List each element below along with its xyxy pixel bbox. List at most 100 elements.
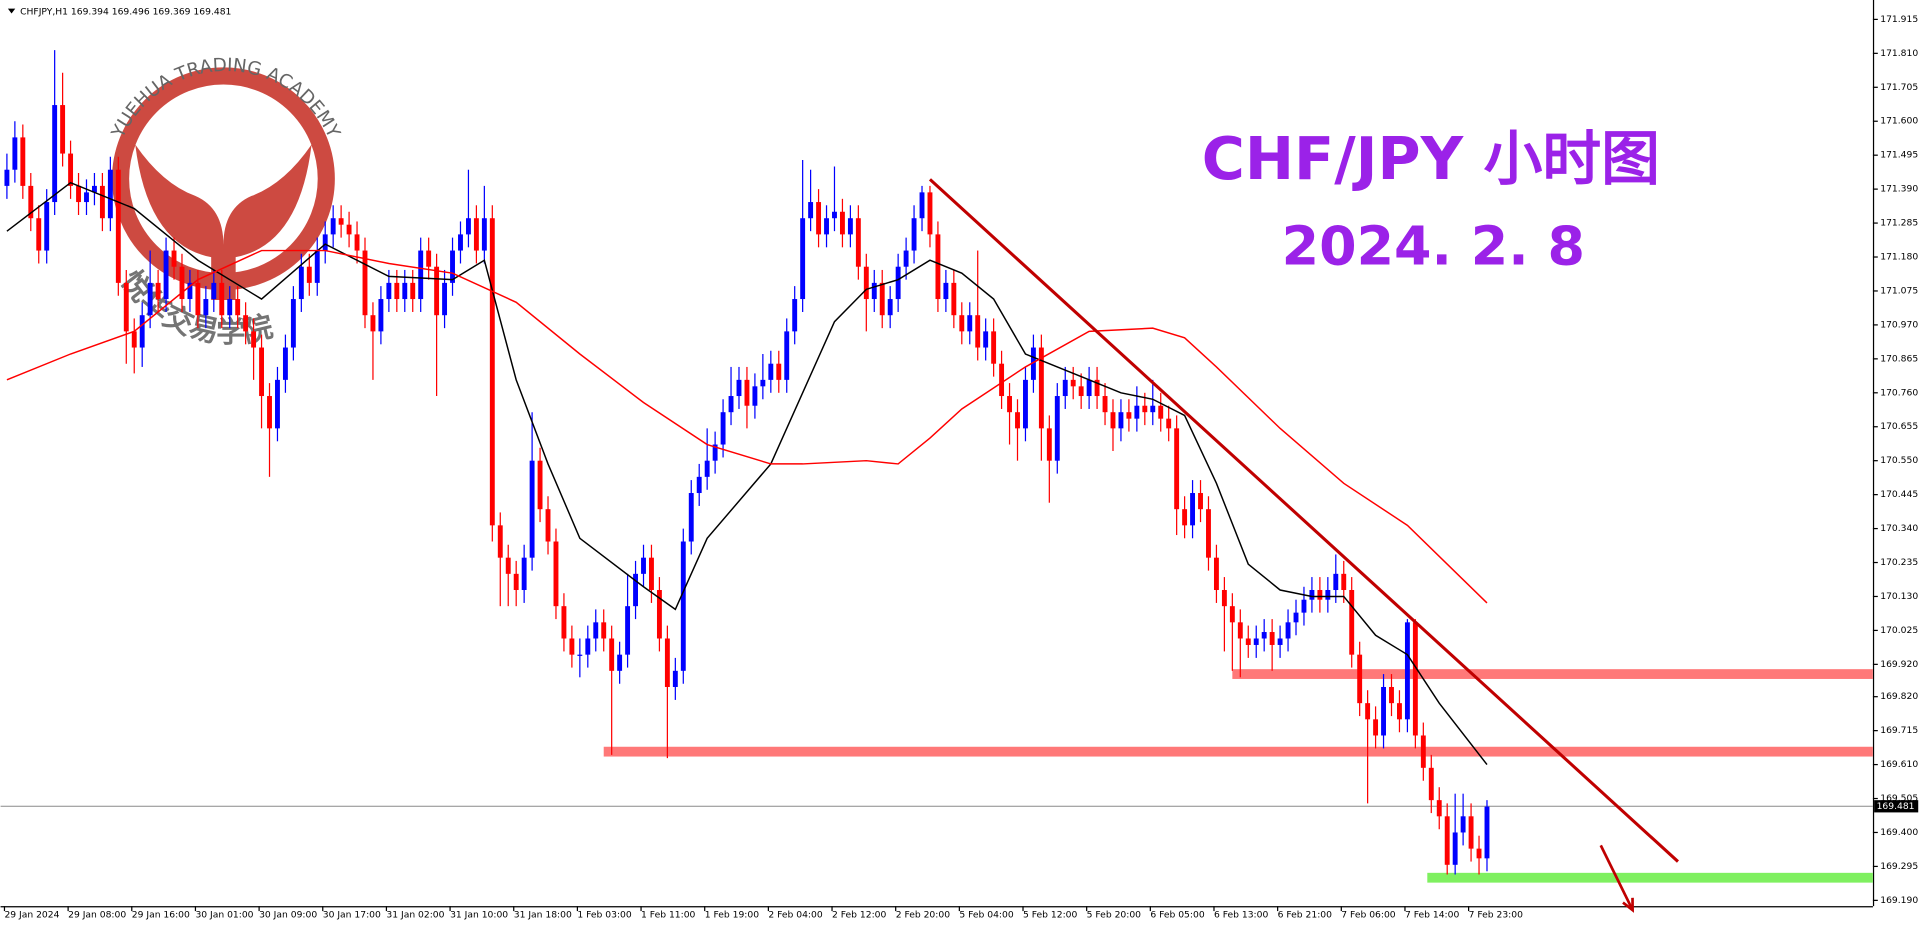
arrow-head	[1622, 897, 1634, 913]
y-tick-label: 170.340	[1880, 523, 1918, 534]
candle-body	[1301, 599, 1307, 613]
candle-body	[306, 266, 312, 283]
candle-body	[44, 202, 50, 251]
candle-body	[60, 105, 66, 154]
candle-body	[1118, 412, 1124, 429]
candle-body	[553, 541, 559, 607]
candle-body	[991, 331, 997, 364]
symbol-info: CHFJPY,H1 169.394 169.496 169.369 169.48…	[20, 7, 231, 18]
candle-body	[28, 185, 34, 219]
candle-body	[1420, 735, 1426, 768]
candle-body	[1213, 557, 1219, 591]
candle-body	[1253, 638, 1259, 645]
x-tick-label: 6 Feb 13:00	[1214, 909, 1269, 920]
candle-body	[282, 347, 288, 380]
candle-body	[362, 250, 368, 316]
candle-body	[983, 331, 989, 348]
candle-body	[4, 169, 10, 186]
candle-body	[696, 476, 702, 494]
candle-body	[1150, 405, 1156, 413]
candle-body	[163, 250, 169, 300]
x-tick-label: 2 Feb 12:00	[832, 909, 887, 920]
candle-body	[808, 202, 814, 219]
x-tick-label: 1 Feb 11:00	[641, 909, 696, 920]
candle-body	[155, 282, 161, 300]
candle-body	[1373, 719, 1379, 736]
x-tick-label: 6 Feb 05:00	[1150, 909, 1205, 920]
candle-body	[1174, 428, 1180, 510]
x-tick-label: 7 Feb 23:00	[1469, 909, 1524, 920]
candle-body	[1261, 632, 1267, 639]
candle-body	[227, 299, 233, 316]
candle-body	[1190, 493, 1196, 526]
candle-body	[593, 622, 599, 639]
candle-body	[847, 218, 853, 235]
candle-body	[147, 282, 153, 316]
candle-body	[935, 234, 941, 300]
candle-body	[394, 282, 400, 300]
moving-average	[6, 181, 1488, 766]
candle-body	[577, 654, 583, 656]
candle-body	[800, 218, 806, 300]
candle-body	[911, 218, 917, 251]
candle-body	[378, 299, 384, 332]
candle-body	[529, 460, 535, 558]
candle-body	[1110, 412, 1116, 429]
candle-body	[497, 525, 503, 558]
candle-body	[744, 379, 750, 406]
price-zone	[603, 746, 1873, 757]
logo-mark	[135, 144, 312, 301]
candle-body	[1436, 800, 1442, 817]
candle-body	[521, 557, 527, 591]
candle-body	[1269, 632, 1275, 645]
candle-body	[768, 363, 774, 380]
candle-body	[465, 218, 471, 235]
y-tick-label: 171.810	[1880, 48, 1918, 59]
x-tick-label: 6 Feb 21:00	[1278, 909, 1333, 920]
y-tick-label: 171.495	[1880, 150, 1918, 161]
candle-body	[505, 557, 511, 574]
candle-body	[641, 557, 646, 574]
candle-body	[52, 105, 58, 203]
candle-body	[561, 606, 567, 639]
candle-body	[131, 331, 137, 348]
candle-body	[752, 386, 758, 406]
candle-body	[1206, 509, 1211, 558]
x-tick-label: 29 Jan 16:00	[132, 909, 190, 920]
candle-body	[720, 412, 726, 445]
candle-body	[760, 379, 766, 387]
candle-body	[386, 282, 392, 300]
y-tick-label: 170.235	[1880, 557, 1918, 568]
candle-body	[68, 153, 74, 186]
candle-body	[688, 493, 694, 542]
y-tick-label: 171.075	[1880, 285, 1918, 296]
y-tick-label: 171.705	[1880, 82, 1918, 93]
candle-body	[1158, 405, 1164, 419]
candle-body	[1468, 816, 1474, 849]
candle-body	[179, 266, 185, 300]
candle-body	[115, 169, 121, 283]
y-tick-label: 169.400	[1880, 827, 1918, 838]
candle-body	[1078, 386, 1084, 397]
candle-body	[569, 638, 575, 655]
candle-body	[1134, 405, 1140, 419]
menu-arrow	[7, 8, 16, 14]
arrow-shaft	[1599, 844, 1634, 911]
candle-body	[1198, 493, 1203, 510]
candle-body	[1309, 590, 1315, 600]
candle-body	[195, 282, 201, 316]
candle-body	[712, 444, 718, 461]
y-tick-label: 170.025	[1880, 625, 1918, 636]
y-tick-label: 171.600	[1880, 116, 1918, 127]
candle-body	[1126, 412, 1132, 419]
y-tick-label: 170.760	[1880, 387, 1918, 398]
candle-body	[107, 169, 113, 219]
candle-body	[824, 218, 829, 235]
candle-body	[625, 606, 631, 655]
candle-body	[1293, 612, 1299, 623]
price-zone	[1232, 669, 1873, 679]
moving-average	[6, 249, 1488, 604]
candle-body	[322, 234, 328, 251]
candle-body	[1086, 379, 1092, 397]
